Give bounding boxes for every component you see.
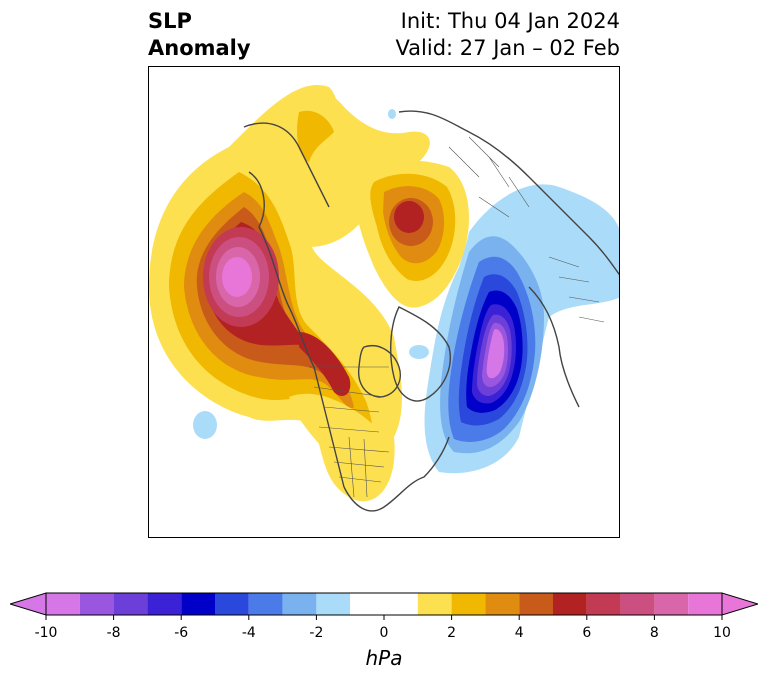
- europe-coast: [528, 286, 580, 408]
- colorbar-bin: [113, 593, 148, 615]
- colorbar-bin: [282, 593, 317, 615]
- colorbar-bin: [248, 593, 283, 615]
- colorbar-tick-label: 10: [713, 625, 731, 641]
- colorbar-bin: [586, 593, 621, 615]
- north-america-west-coast: [248, 171, 345, 488]
- map-title-left: SLP Anomaly: [148, 8, 251, 62]
- colorbar-bin: [147, 593, 182, 615]
- colorbar-tick-label: 8: [649, 625, 659, 641]
- atlantic-low-core: [486, 329, 505, 379]
- colorbar-bin: [46, 593, 80, 615]
- colorbar: [8, 590, 760, 630]
- colorbar-tick-label: -4: [241, 625, 256, 641]
- political-borders: [309, 136, 605, 498]
- colorbar-tick-label: 4: [514, 625, 524, 641]
- valid-range: Valid: 27 Jan – 02 Feb: [395, 36, 620, 60]
- colorbar-tick-label: -6: [174, 625, 189, 641]
- colorbar-bin: [553, 593, 587, 615]
- russia-regions: [448, 136, 530, 218]
- colorbar-bin: [485, 593, 520, 615]
- colorbar-bin: [620, 593, 655, 615]
- colorbar-extend-low: [8, 592, 47, 616]
- coastlines: [243, 110, 619, 512]
- anomaly-map: [149, 85, 619, 512]
- pacific-high-core: [222, 257, 252, 297]
- us-states: [328, 436, 390, 498]
- colorbar-bin: [451, 593, 486, 615]
- eurasia-coast: [398, 110, 619, 276]
- colorbar-tick-label: 2: [447, 625, 457, 641]
- hudson-bay: [357, 345, 401, 398]
- colorbar-bin: [79, 593, 114, 615]
- canada-ridge: [289, 393, 393, 486]
- title-anomaly: Anomaly: [148, 36, 251, 60]
- pacific-high: [149, 85, 402, 502]
- hudson-weak-low: [409, 345, 429, 359]
- map-title-right: Init: Thu 04 Jan 2024 Valid: 27 Jan – 02…: [395, 8, 620, 62]
- rockies-high: [299, 332, 351, 397]
- colorbar-svg: [8, 592, 760, 620]
- colorbar-bin: [519, 593, 553, 615]
- colorbar-tick-label: -2: [309, 625, 324, 641]
- colorbar-bin: [654, 593, 689, 615]
- north-america-east-coast: [343, 436, 450, 512]
- canada-ridge-contour-1: [289, 393, 393, 486]
- colorbar-bin: [350, 593, 418, 615]
- init-date: Init: Thu 04 Jan 2024: [400, 9, 620, 33]
- arctic-ridge-contour-2: [297, 110, 334, 162]
- colorbar-tick-label: -8: [106, 625, 121, 641]
- european-borders: [548, 256, 605, 323]
- colorbar-bin: [181, 593, 215, 615]
- mid-pacific-weak-low: [193, 411, 217, 439]
- colorbar-tick-label: 6: [582, 625, 592, 641]
- rockies-high-contour-1: [299, 332, 351, 397]
- colorbar-bin: [688, 593, 722, 615]
- colorbar-tick-label: 0: [379, 625, 389, 641]
- colorbar-tick-label: -10: [34, 625, 58, 641]
- arctic-weak-low: [388, 109, 396, 119]
- alaska-coast: [243, 122, 330, 208]
- atlantic-low: [424, 184, 619, 474]
- map-panel: [148, 66, 620, 538]
- colorbar-bin: [417, 593, 452, 615]
- colorbar-extend-high: [721, 592, 760, 616]
- canada-provinces: [309, 366, 389, 433]
- title-variable: SLP: [148, 9, 192, 33]
- siberia-high: [355, 160, 469, 308]
- arctic-ridge: [287, 88, 430, 247]
- colorbar-bin: [215, 593, 249, 615]
- colorbar-unit-label: hPa: [365, 646, 403, 670]
- minor-low-anomalies: [193, 109, 429, 439]
- colorbar-bin: [316, 593, 351, 615]
- siberia-high-core: [394, 201, 424, 233]
